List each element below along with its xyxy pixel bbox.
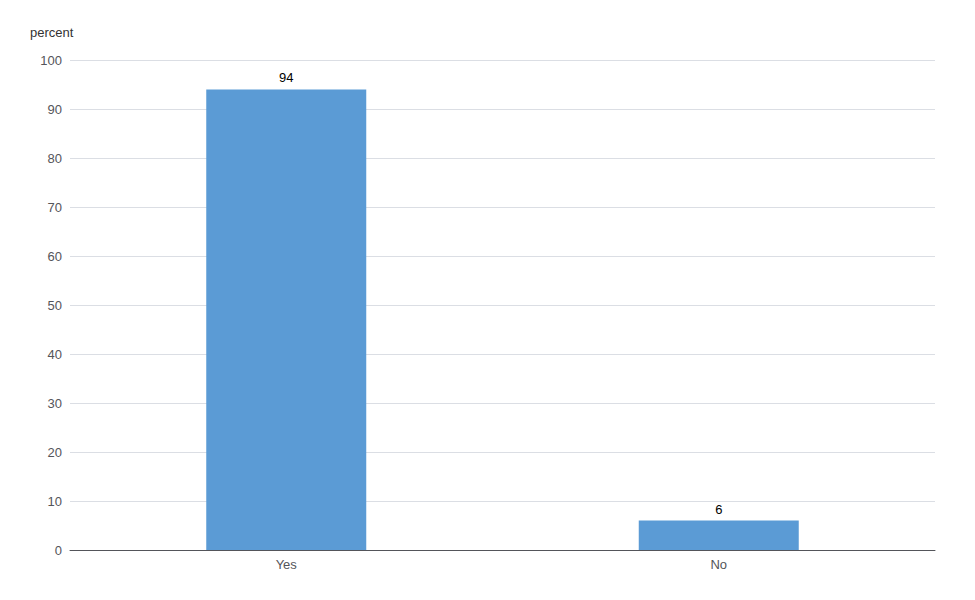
svg-text:6: 6 bbox=[715, 502, 722, 517]
svg-text:0: 0 bbox=[55, 543, 62, 558]
svg-text:30: 30 bbox=[48, 396, 62, 411]
svg-text:80: 80 bbox=[48, 151, 62, 166]
svg-text:60: 60 bbox=[48, 249, 62, 264]
svg-text:90: 90 bbox=[48, 102, 62, 117]
svg-text:percent: percent bbox=[30, 25, 74, 40]
svg-text:100: 100 bbox=[40, 53, 62, 68]
svg-text:70: 70 bbox=[48, 200, 62, 215]
svg-text:20: 20 bbox=[48, 445, 62, 460]
svg-text:10: 10 bbox=[48, 494, 62, 509]
svg-text:50: 50 bbox=[48, 298, 62, 313]
svg-text:40: 40 bbox=[48, 347, 62, 362]
svg-text:94: 94 bbox=[279, 70, 293, 85]
svg-text:Yes: Yes bbox=[276, 557, 298, 572]
svg-text:No: No bbox=[710, 557, 727, 572]
